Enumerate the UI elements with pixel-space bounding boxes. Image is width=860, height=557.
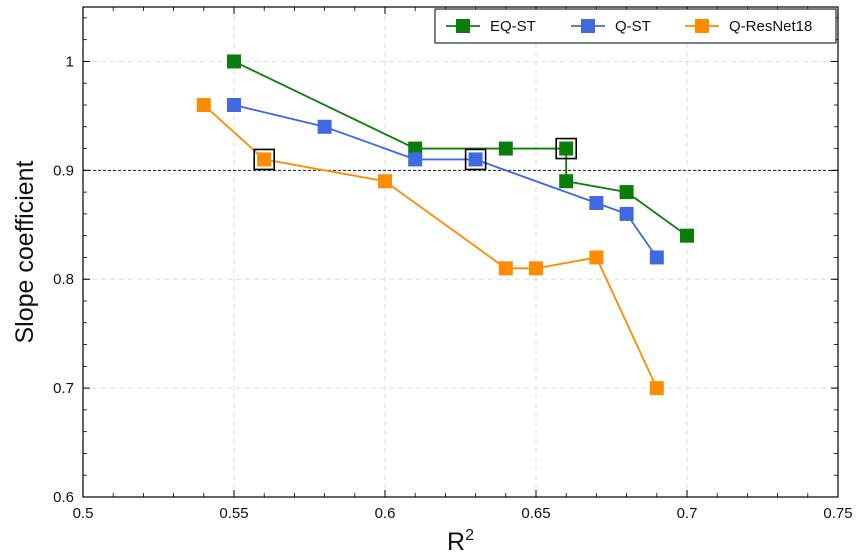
legend-marker-q-st [581,19,595,33]
legend-box [434,8,837,44]
highlight-box-q-st [464,148,487,171]
data-point-q-st [317,119,332,134]
data-point-q-st [649,250,664,265]
data-point-q-resnet18 [589,250,604,265]
data-point-eq-st [498,141,513,156]
data-point-q-st [619,206,634,221]
data-point-q-resnet18 [498,261,513,276]
x-tick-label: 0.65 [521,505,550,522]
data-point-eq-st [559,174,574,189]
data-point-q-resnet18 [649,381,664,396]
x-axis-title-superscript: 2 [465,527,474,544]
highlight-layer [253,137,578,171]
series-q-st [227,98,664,265]
y-tick-label: 0.6 [53,489,74,506]
series-line-q-st [233,104,658,258]
data-point-eq-st [559,141,574,156]
data-point-eq-st [227,54,241,69]
series-q-resnet18 [196,98,664,396]
y-axis-title: Slope coefficient [11,160,39,343]
x-axis-title-base: R [447,528,465,556]
data-point-q-st [589,196,604,210]
data-point-q-st [468,152,483,167]
tick-label-layer: 0.5 0.55 0.6 0.65 0.7 0.75 0.6 0.7 0.8 0.9 1 [53,53,852,522]
y-tick-label: 0.8 [53,271,74,288]
x-tick-label: 0.5 [73,505,94,522]
data-point-eq-st [680,228,694,243]
data-point-eq-st [408,141,423,156]
x-tick-label: 0.7 [677,505,698,522]
x-tick-label: 0.75 [823,505,852,522]
y-tick-label: 0.9 [53,162,74,179]
data-point-q-resnet18 [378,174,392,189]
y-tick-label: 1 [66,53,74,70]
highlight-box-q-resnet18 [253,148,275,171]
series-eq-st [227,54,694,243]
series-line-eq-st [233,60,688,237]
data-point-q-resnet18 [257,152,272,167]
series-line-q-resnet18 [203,104,658,389]
grid-layer [83,7,838,497]
legend: EQ-ST Q-ST Q-ResNet18 [434,8,837,44]
data-point-q-resnet18 [529,261,543,276]
x-axis-title: R2 [447,527,474,556]
legend-label-q-resnet18: Q-ResNet18 [729,18,812,35]
legend-item-eq-st: EQ-ST [446,18,536,35]
data-point-q-st [227,98,241,112]
legend-label-eq-st: EQ-ST [490,18,536,35]
series-layer [196,54,694,396]
legend-item-q-resnet18: Q-ResNet18 [685,18,812,35]
data-point-q-resnet18 [196,98,211,112]
y-tick-label: 0.7 [53,380,74,397]
legend-label-q-st: Q-ST [615,18,651,35]
legend-item-q-st: Q-ST [571,18,651,35]
x-tick-label: 0.55 [219,505,248,522]
plot-frame [82,6,839,498]
legend-marker-q-resnet18 [695,19,709,33]
highlight-box-eq-st [555,137,578,160]
tick-layer [82,7,839,498]
data-point-q-st [408,152,423,167]
x-tick-label: 0.6 [375,505,396,522]
data-point-eq-st [619,185,634,200]
legend-marker-eq-st [456,19,470,33]
